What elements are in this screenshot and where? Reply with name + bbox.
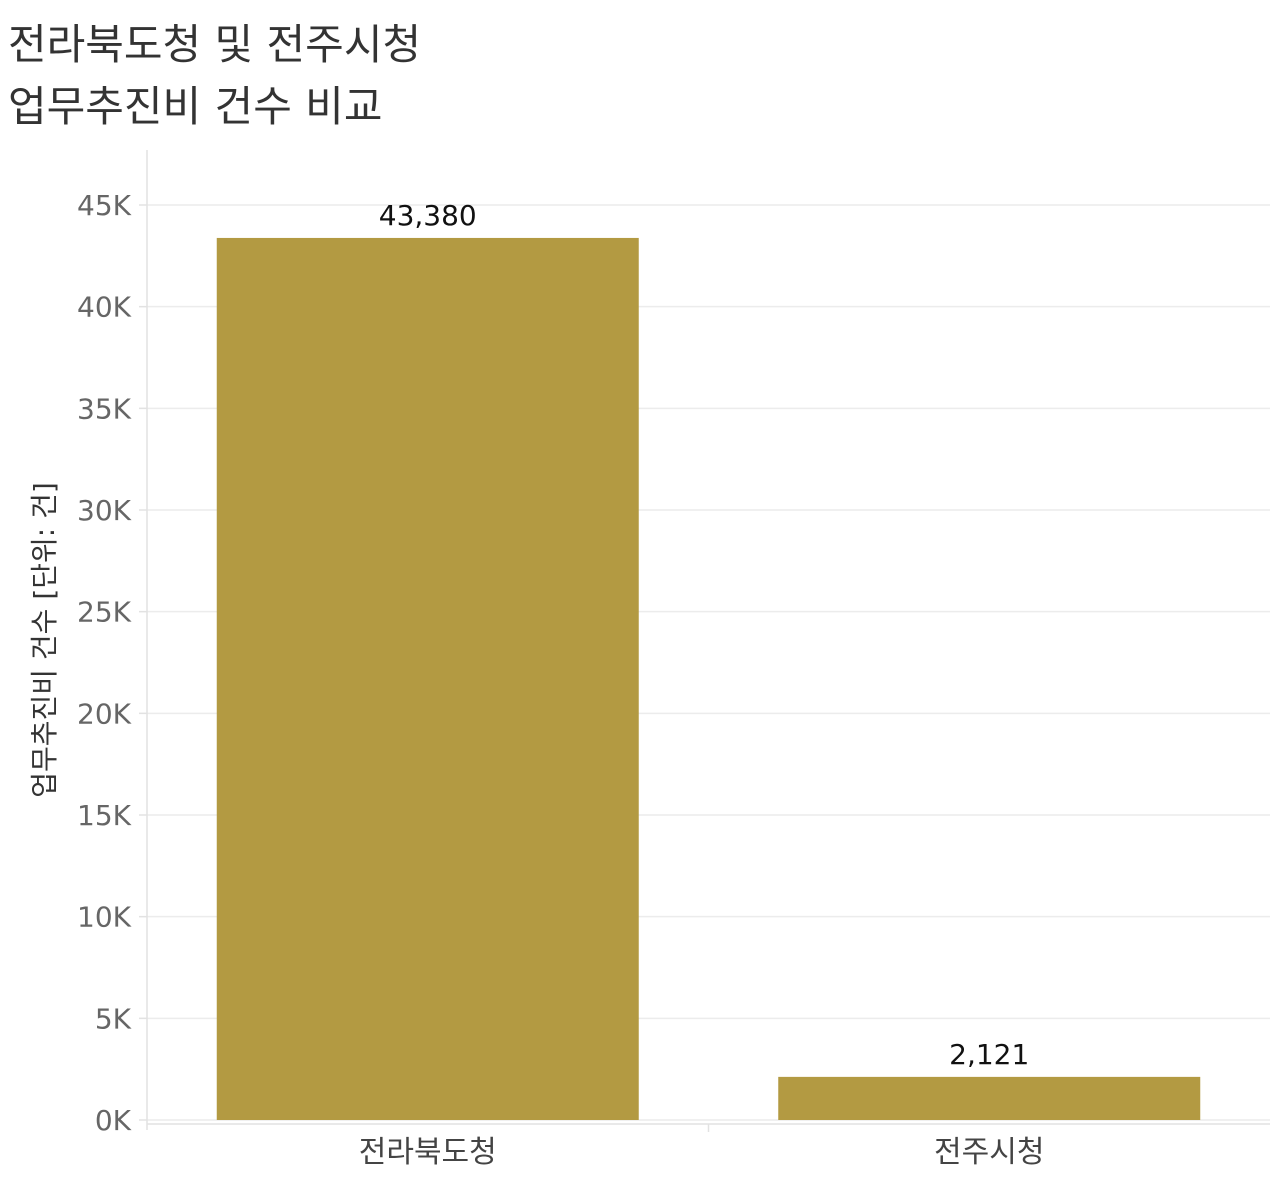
y-tick-label: 10K [77, 901, 132, 934]
y-tick-label: 35K [77, 392, 132, 425]
chart-title: 전라북도청 및 전주시청 업무추진비 건수 비교 [8, 14, 421, 138]
x-category-label: 전주시청 [934, 1135, 1044, 1170]
y-tick-label: 40K [77, 291, 132, 324]
bar-2 [778, 1076, 1201, 1120]
y-tick-label: 30K [77, 494, 132, 527]
chart-title-line-2: 업무추진비 건수 비교 [8, 82, 383, 131]
data-label: 43,380 [379, 199, 477, 232]
chart-title-line-1: 전라북도청 및 전주시청 [8, 20, 422, 69]
y-tick-label: 20K [77, 697, 132, 730]
x-category-label: 전라북도청 [359, 1135, 497, 1170]
y-tick-label: 45K [77, 189, 132, 222]
bar-1 [216, 237, 639, 1120]
y-tick-label: 15K [77, 799, 132, 832]
data-label: 2,121 [949, 1038, 1029, 1071]
y-axis-title: 업무추진비 건수 [단위: 건] [28, 482, 61, 798]
y-tick-label: 0K [95, 1104, 132, 1137]
y-tick-label: 25K [77, 596, 132, 629]
y-tick-label: 5K [95, 1002, 132, 1035]
